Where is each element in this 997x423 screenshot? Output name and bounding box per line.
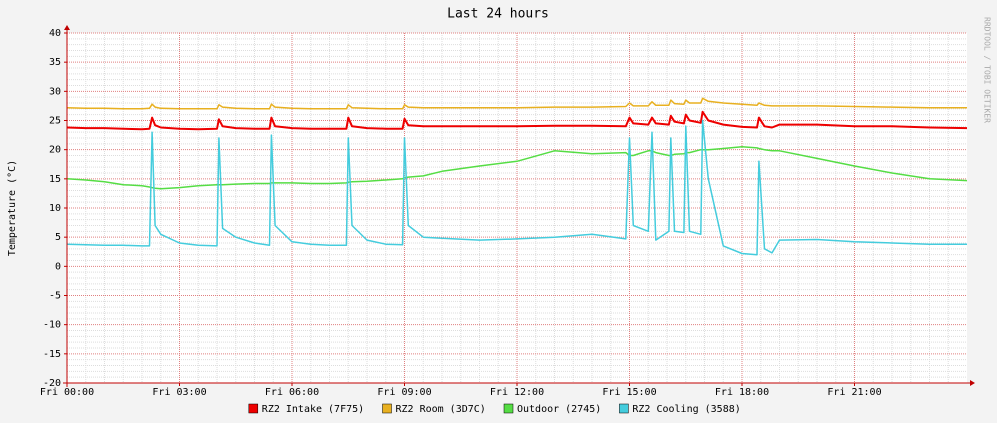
x-axis-arrow	[970, 380, 975, 386]
legend-label: RZ2 Cooling (3588)	[632, 404, 740, 415]
x-tick-label: Fri 21:00	[827, 387, 881, 398]
y-tick-label: 10	[49, 203, 61, 214]
y-tick-label: 15	[49, 174, 61, 185]
legend-swatch	[382, 403, 392, 414]
legend-swatch	[248, 403, 259, 414]
y-tick-label: 40	[49, 28, 61, 39]
legend-label: RZ2 Intake (7F75)	[262, 404, 364, 415]
y-tick-label: 35	[49, 57, 61, 68]
legend-label: Outdoor (2745)	[517, 404, 601, 415]
y-tick-label: -10	[43, 320, 61, 331]
y-tick-label: -5	[49, 291, 61, 302]
series-line	[66, 145, 968, 190]
x-tick-label: Fri 09:00	[377, 387, 431, 398]
legend-swatch	[503, 403, 514, 414]
y-tick-label: -20	[43, 378, 61, 389]
series-line	[66, 97, 967, 110]
x-tick-label: Fri 00:00	[40, 387, 94, 398]
x-tick-label: Fri 06:00	[265, 387, 319, 398]
lines	[66, 97, 968, 256]
watermark: RRDTOOL / TOBI OETIKER	[983, 17, 992, 123]
x-tick-label: Fri 03:00	[152, 387, 206, 398]
series-line	[66, 119, 967, 256]
legend-label: RZ2 Room (3D7C)	[396, 404, 486, 415]
chart-title: Last 24 hours	[447, 7, 549, 22]
y-tick-label: 30	[49, 86, 61, 97]
y-tick-label: 25	[49, 116, 61, 127]
y-tick-label: -15	[43, 349, 61, 360]
x-tick-label: Fri 12:00	[490, 387, 544, 398]
axes: -20 -15 -10 -5 0 5 10 15 20 25 30 35 40 Fri 00:00 Fri …	[40, 25, 975, 398]
y-tick-label: 5	[55, 232, 61, 243]
y-tick-label: 0	[55, 261, 61, 272]
legend: RZ2 Intake (7F75) RZ2 Room (3D7C) Outdoor …	[248, 403, 741, 415]
y-axis-label: Temperature (°C)	[7, 160, 18, 256]
y-axis-arrow	[64, 25, 70, 30]
grid	[66, 32, 967, 384]
x-tick-label: Fri 18:00	[715, 387, 769, 398]
y-tick-label: 20	[49, 145, 61, 156]
legend-swatch	[619, 403, 629, 414]
x-tick-label: Fri 15:00	[602, 387, 656, 398]
series-line	[66, 110, 968, 131]
